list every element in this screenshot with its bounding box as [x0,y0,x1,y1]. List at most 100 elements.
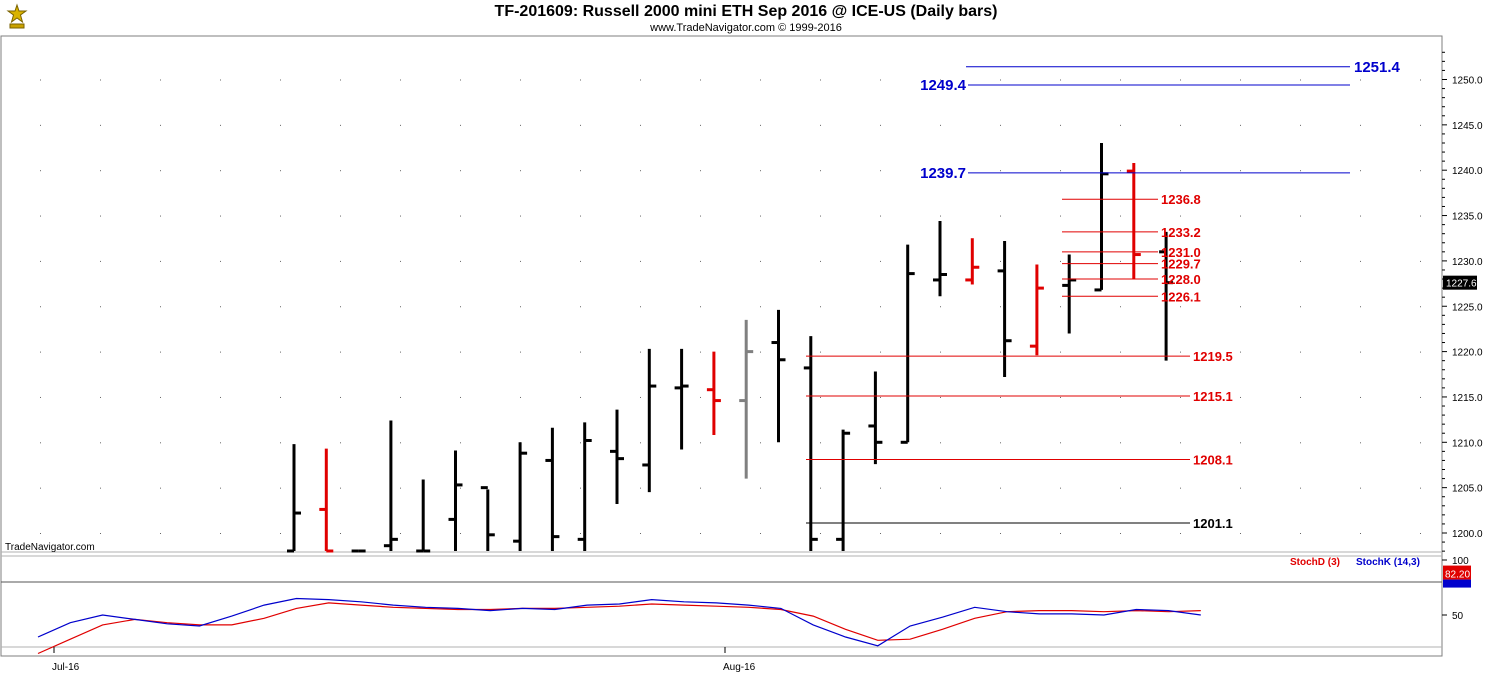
price-level: 1251.4 [966,59,1401,76]
grid-dot [40,442,41,444]
grid-dot [100,306,101,308]
grid-dot [940,442,941,444]
ohlc-bar [771,309,786,443]
price-level-label: 1239.7 [920,165,966,182]
grid-dot [160,260,161,262]
grid-dot [1000,533,1001,534]
grid-dot [1000,487,1001,489]
grid-dot [100,442,101,444]
price-level: 1226.1 [1062,289,1201,304]
price-axis-tick-label: 1230.0 [1452,257,1483,268]
grid-dot [220,124,221,126]
grid-dot [640,442,641,444]
grid-dot [580,170,581,172]
grid-dot [100,487,101,489]
ohlc-bar [900,244,915,444]
grid-dot [820,260,821,262]
grid-dot [520,170,521,172]
grid-dot [1060,396,1061,398]
grid-dot [700,124,701,126]
price-level: 1229.7 [1062,257,1201,272]
grid-dot [280,124,281,126]
grid-dot [580,215,581,217]
price-axis-tick-label: 1210.0 [1452,438,1483,449]
stoch-value-label: 82.20 [1445,570,1470,581]
grid-dot [1300,442,1301,444]
grid-dot [640,215,641,217]
grid-dot [760,260,761,262]
grid-dot [1000,215,1001,217]
grid-dot [940,215,941,217]
grid-dot [460,351,461,353]
time-axis-label: Aug-16 [723,662,756,673]
price-axis-tick-label: 1240.0 [1452,166,1483,177]
grid-dot [760,533,761,534]
grid-dot [340,260,341,262]
grid-dot [1180,487,1181,489]
grid-dot [280,487,281,489]
grid-dot [760,351,761,353]
grid-dot [1360,170,1361,172]
grid-dot [580,124,581,126]
grid-dot [700,215,701,217]
ohlc-bar [577,422,592,551]
grid-dot [640,487,641,489]
grid-dot [760,487,761,489]
grid-dot [220,487,221,489]
grid-dot [1060,215,1061,217]
grid-dot [880,170,881,172]
grid-dot [400,170,401,172]
grid-dot [1000,124,1001,126]
grid-dot [700,487,701,489]
grid-dot [1420,487,1421,489]
grid-dot [880,124,881,126]
stochastic-pane: 100 50 82.20 [1,556,1471,655]
ohlc-bar [383,420,398,551]
grid-dot [760,306,761,308]
grid-dot [820,170,821,172]
grid-dot [220,306,221,308]
grid-dot [1360,215,1361,217]
ohlc-bar [1159,231,1174,361]
grid-dot [1360,79,1361,81]
ohlc-bar [1126,162,1141,280]
grid-dot [580,396,581,398]
price-level: 1239.7 [920,165,1350,182]
grid-dot [820,533,821,534]
price-level-label: 1236.8 [1161,192,1201,207]
price-axis-tick-label: 1200.0 [1452,529,1483,540]
grid-dot [460,442,461,444]
grid-dot [340,487,341,489]
grid-dot [820,351,821,353]
legend-stochd: StochD (3) [1290,557,1340,568]
grid-dot [940,351,941,353]
grid-dot [580,351,581,353]
grid-dot [1060,306,1061,308]
price-axis-tick-label: 1205.0 [1452,484,1483,495]
grid-dot [160,79,161,81]
grid-dot [40,396,41,398]
grid-dot [400,487,401,489]
ohlc-bar [319,448,334,553]
grid-dot [280,215,281,217]
grid-dot [400,260,401,262]
grid-dot [220,260,221,262]
grid-dot [220,442,221,444]
grid-dot [400,124,401,126]
trophy-logo-icon [6,3,28,29]
stochk-line [37,597,1201,647]
ohlc-bar [933,220,947,297]
price-level: 1249.4 [920,77,1350,94]
grid-dot [160,306,161,308]
grid-dot [280,533,281,534]
price-levels: 1251.4 1249.4 1239.7 1236.8 1233.2 1231.01229… [806,59,1401,531]
grid-dot [820,306,821,308]
chart-header: TF-201609: Russell 2000 mini ETH Sep 201… [0,0,1492,36]
price-level: 1215.1 [806,389,1233,404]
grid-dot [700,533,701,534]
grid-dot [700,260,701,262]
grid-dot [160,442,161,444]
grid-dot [220,170,221,172]
grid-dot [340,306,341,308]
